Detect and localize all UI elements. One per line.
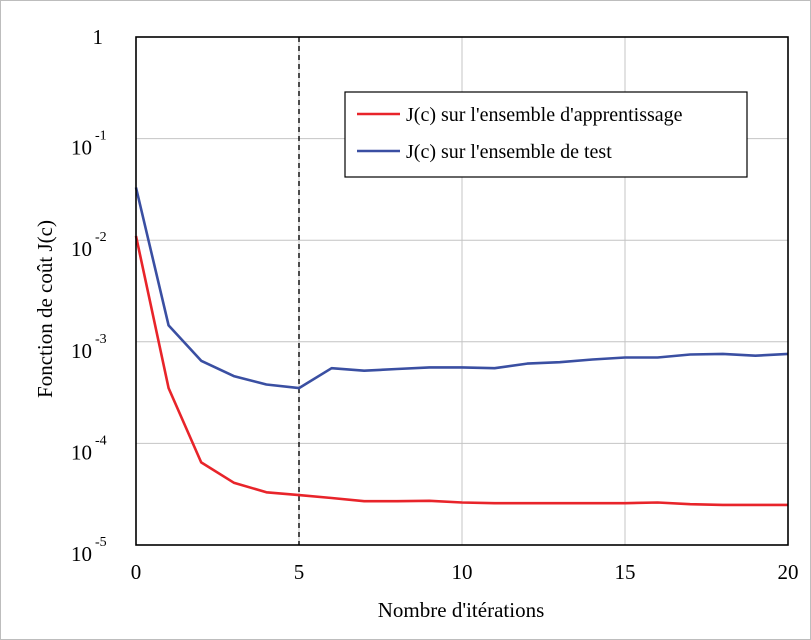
x-tick-label: 5 bbox=[294, 560, 305, 584]
x-tick-label: 20 bbox=[778, 560, 799, 584]
y-tick-label: 10 bbox=[71, 136, 92, 160]
legend-box bbox=[344, 91, 748, 178]
y-tick-label: 1 bbox=[93, 25, 104, 49]
plot-area-border bbox=[135, 36, 789, 546]
x-tick-label: 0 bbox=[131, 560, 142, 584]
legend: J(c) sur l'ensemble d'apprentissage J(c) … bbox=[344, 91, 748, 178]
y-tick-label: 10 bbox=[71, 339, 92, 363]
legend-label: J(c) sur l'ensemble d'apprentissage bbox=[406, 104, 683, 126]
y-tick-label: 10 bbox=[71, 440, 92, 464]
series-line-apprentissage bbox=[134, 235, 788, 507]
y-tick-exponent: -2 bbox=[95, 230, 107, 245]
y-tick-exponent: -3 bbox=[95, 332, 107, 347]
y-tick-exponent: -1 bbox=[95, 129, 107, 144]
x-tick-label: 15 bbox=[615, 560, 636, 584]
y-axis-tick-labels: 110-110-210-310-410-5 bbox=[71, 25, 107, 566]
y-axis-label: Fonction de coût J(c) bbox=[33, 220, 57, 398]
x-tick-label: 10 bbox=[452, 560, 473, 584]
legend-label: J(c) sur l'ensemble de test bbox=[406, 141, 612, 163]
series-layer bbox=[134, 187, 789, 507]
y-tick-label: 10 bbox=[71, 237, 92, 261]
x-axis-tick-labels: 0 5 10 15 20 bbox=[131, 560, 799, 584]
x-axis-label: Nombre d'itérations bbox=[378, 598, 545, 622]
series-line-test bbox=[134, 187, 789, 390]
y-tick-exponent: -5 bbox=[95, 535, 107, 550]
y-tick-label: 10 bbox=[71, 542, 92, 566]
y-tick-exponent: -4 bbox=[95, 433, 107, 448]
